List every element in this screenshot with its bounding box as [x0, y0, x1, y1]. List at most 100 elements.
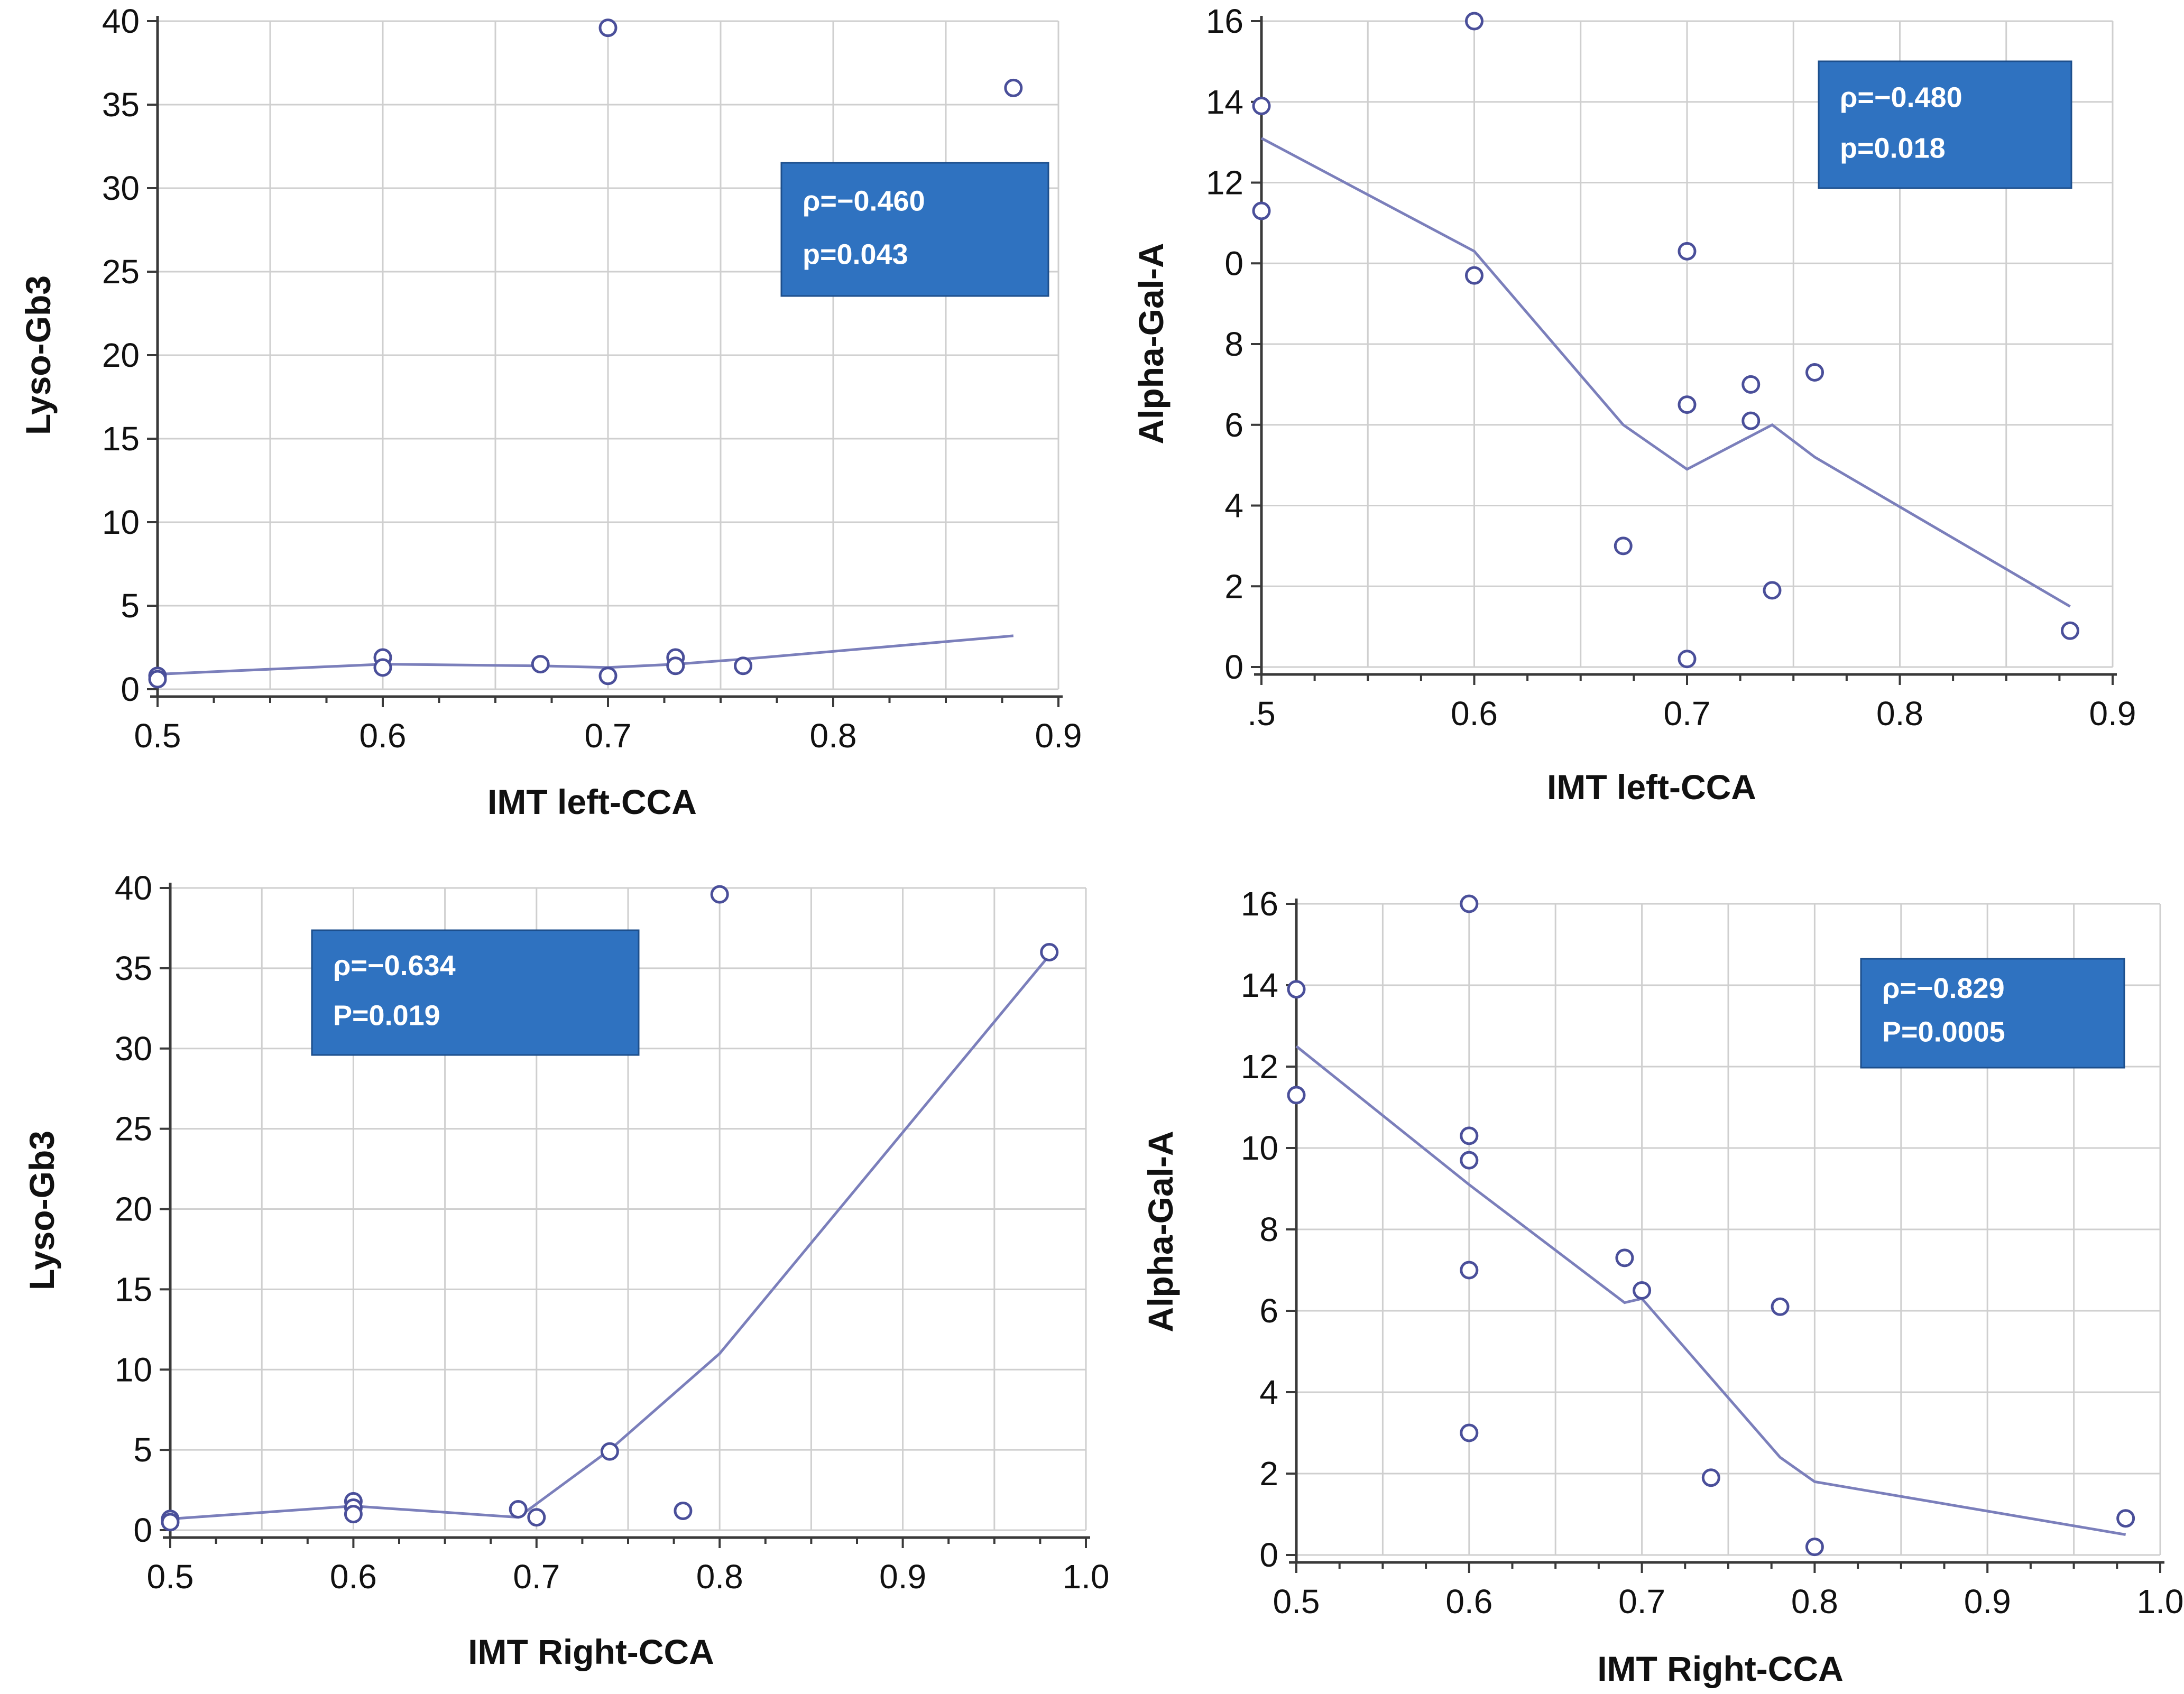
y-tick-label: 6	[1224, 406, 1243, 444]
y-tick-label: 0	[133, 1511, 152, 1549]
x-tick-label: 0.5	[1273, 1582, 1320, 1621]
data-point	[1460, 1261, 1479, 1280]
data-point	[598, 667, 618, 686]
data-point	[527, 1508, 546, 1527]
fit-line	[1260, 137, 2071, 608]
data-point	[373, 658, 392, 677]
x-tick-label: 0.5	[134, 717, 181, 755]
y-tick-label: 10	[1241, 1129, 1278, 1167]
y-tick-label: 16	[1206, 2, 1243, 40]
data-point	[148, 670, 167, 689]
x-axis-title: IMT left-CCA	[487, 782, 697, 821]
y-axis-title: Lyso-Gb3	[19, 275, 58, 435]
x-tick-label: 0.7	[1618, 1582, 1665, 1621]
x-tick-label: 0.8	[1876, 695, 1923, 733]
chart-panel-4: 0.5 0.6 0.7 0.8 0.9 1.0 0 2 4 6 8 10 12 14 16 IMT Right…	[1141, 885, 2183, 1688]
y-axis-title: Alpha-Gal-A	[1131, 243, 1171, 444]
x-tick-label: .5	[1247, 695, 1275, 733]
x-tick-label: 0.8	[696, 1558, 743, 1596]
y-tick-label: 12	[1206, 164, 1243, 202]
data-point	[666, 656, 685, 675]
data-point	[1805, 1538, 1824, 1557]
stats-box	[1860, 958, 2125, 1069]
data-point	[1252, 201, 1271, 220]
y-tick-label: 6	[1259, 1292, 1278, 1330]
x-axis-title: IMT Right-CCA	[1597, 1649, 1844, 1688]
data-point	[2116, 1509, 2135, 1528]
data-point	[344, 1505, 363, 1524]
y-tick-label: 14	[1206, 83, 1243, 121]
x-tick-label: 1.0	[2137, 1582, 2184, 1621]
data-point	[1678, 242, 1697, 261]
data-point	[531, 655, 550, 674]
data-point	[1701, 1468, 1720, 1487]
stats-box	[780, 162, 1049, 297]
data-point	[734, 656, 753, 675]
data-point	[1615, 1248, 1634, 1267]
data-point	[598, 18, 618, 38]
data-point	[1741, 411, 1761, 430]
y-tick-label: 12	[1241, 1048, 1278, 1086]
y-tick-label: 20	[102, 336, 140, 374]
y-tick-label: 15	[102, 420, 140, 458]
stats-box	[1818, 60, 2072, 189]
data-point	[1287, 1086, 1306, 1105]
data-point	[1465, 266, 1483, 285]
data-point	[1465, 12, 1483, 31]
y-tick-label: 25	[115, 1110, 152, 1148]
data-point	[1252, 96, 1271, 115]
data-point	[1805, 363, 1824, 382]
y-tick-label: 2	[1259, 1455, 1278, 1493]
data-point	[674, 1502, 693, 1521]
y-tick-label: 14	[1241, 966, 1278, 1004]
fit-line	[170, 955, 1050, 1521]
y-tick-label: 30	[115, 1030, 152, 1068]
data-point	[1741, 375, 1761, 394]
data-point	[600, 1442, 619, 1461]
y-axis-title: Alpha-Gal-A	[1141, 1131, 1180, 1332]
y-tick-label: 8	[1224, 325, 1243, 363]
y-tick-label: 20	[115, 1190, 152, 1228]
y-tick-label: 40	[102, 2, 140, 40]
y-tick-label: 4	[1259, 1373, 1278, 1411]
data-point	[1614, 536, 1633, 556]
x-axis-title: IMT left-CCA	[1547, 767, 1756, 807]
data-point	[1678, 650, 1697, 669]
x-tick-label: 0.8	[810, 717, 857, 755]
x-tick-label: 0.6	[1451, 695, 1498, 733]
rho-label: ρ=−0.634	[333, 950, 456, 982]
data-point	[1460, 1151, 1479, 1170]
x-tick-label: 0.6	[1445, 1582, 1492, 1621]
y-tick-label: 16	[1241, 885, 1278, 923]
data-point	[1633, 1281, 1652, 1300]
p-value-label: p=0.043	[803, 239, 908, 271]
p-value-label: P=0.0005	[1882, 1016, 2005, 1048]
y-tick-label: 0	[1224, 244, 1243, 282]
data-point	[1771, 1297, 1790, 1316]
y-tick-label: 30	[102, 169, 140, 207]
y-tick-label: 35	[102, 86, 140, 124]
y-tick-label: 0	[1224, 648, 1243, 686]
stats-box	[311, 929, 640, 1056]
chart-panel-1: 0.5 0.6 0.7 0.8 0.9 0 5 10 15 20 25 30 35 40 IMT left-…	[19, 2, 1082, 821]
x-tick-label: 0.5	[147, 1558, 194, 1596]
x-tick-label: 0.9	[879, 1558, 926, 1596]
data-point	[1287, 980, 1306, 999]
x-tick-label: 0.6	[330, 1558, 377, 1596]
y-tick-label: 10	[115, 1350, 152, 1388]
data-point	[161, 1513, 180, 1532]
x-tick-label: 0.9	[1964, 1582, 2011, 1621]
data-point	[1460, 894, 1479, 913]
p-value-label: P=0.019	[333, 999, 440, 1031]
rho-label: ρ=−0.480	[1840, 81, 1962, 113]
data-point	[1004, 78, 1023, 97]
y-tick-label: 35	[115, 949, 152, 987]
y-tick-label: 40	[115, 869, 152, 907]
y-tick-label: 10	[102, 503, 140, 541]
x-tick-label: 0.7	[585, 717, 632, 755]
data-point	[2061, 621, 2079, 640]
data-point	[1460, 1126, 1479, 1145]
x-tick-label: 0.9	[1035, 717, 1082, 755]
y-tick-label: 25	[102, 253, 140, 291]
